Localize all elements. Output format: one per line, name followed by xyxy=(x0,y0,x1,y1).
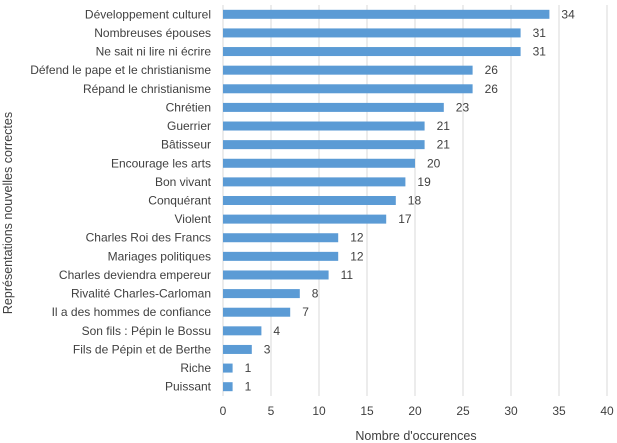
category-label: Chrétien xyxy=(166,100,211,114)
bar xyxy=(223,84,473,94)
value-label: 1 xyxy=(245,380,252,394)
value-label: 7 xyxy=(302,305,309,319)
value-label: 19 xyxy=(417,175,431,189)
category-label: Bâtisseur xyxy=(161,138,211,152)
bar xyxy=(223,326,262,336)
value-label: 23 xyxy=(456,100,470,114)
bar xyxy=(223,196,396,205)
x-tick-label: 10 xyxy=(312,404,326,418)
category-label: Violent xyxy=(175,212,212,226)
bar xyxy=(223,307,291,317)
category-label: Son fils : Pépin le Bossu xyxy=(82,324,211,338)
category-label: Fils de Pépin et de Berthe xyxy=(73,342,211,356)
value-label: 17 xyxy=(398,212,412,226)
bar xyxy=(223,158,415,168)
value-label: 26 xyxy=(485,82,499,96)
value-label: 21 xyxy=(437,138,451,152)
x-tick-label: 30 xyxy=(504,404,518,418)
bar xyxy=(223,177,406,187)
bar xyxy=(223,363,233,373)
value-label: 20 xyxy=(427,156,441,170)
x-tick-labels: 0 5 10 15 20 25 30 35 40 xyxy=(220,404,614,418)
category-label: Développement culturel xyxy=(85,7,211,21)
x-tick-label: 35 xyxy=(552,404,566,418)
category-label: Ne sait ni lire ni écrire xyxy=(96,45,212,59)
bar xyxy=(223,140,425,150)
value-label: 18 xyxy=(408,194,422,208)
x-tick-label: 40 xyxy=(600,404,614,418)
value-label: 26 xyxy=(485,63,499,77)
value-label: 4 xyxy=(273,324,280,338)
category-labels: Développement culturel Nombreuses épouses… xyxy=(30,7,211,393)
value-label: 12 xyxy=(350,231,364,245)
category-label: Encourage les arts xyxy=(111,156,211,170)
bar xyxy=(223,102,444,112)
category-label: Riche xyxy=(180,361,211,375)
x-tick-label: 5 xyxy=(268,404,275,418)
bar xyxy=(223,9,550,19)
value-label: 12 xyxy=(350,249,364,263)
bar xyxy=(223,28,521,38)
value-label: 1 xyxy=(245,361,252,375)
value-label: 21 xyxy=(437,119,451,133)
y-axis-title: Représentations nouvelles correctes xyxy=(1,112,15,314)
bar xyxy=(223,65,473,75)
category-label: Rivalité Charles-Carloman xyxy=(71,287,211,301)
x-tick-label: 0 xyxy=(220,404,227,418)
x-tick-label: 25 xyxy=(456,404,470,418)
value-label: 3 xyxy=(264,342,271,356)
category-label: Charles deviendra empereur xyxy=(59,268,211,282)
bars xyxy=(223,9,550,392)
value-label: 31 xyxy=(533,26,547,40)
category-label: Répand le christianisme xyxy=(83,82,211,96)
value-label: 31 xyxy=(533,45,547,59)
bar xyxy=(223,121,425,131)
category-label: Défend le pape et le christianisme xyxy=(30,63,211,77)
category-label: Guerrier xyxy=(167,119,211,133)
bar xyxy=(223,233,339,243)
value-label: 8 xyxy=(312,287,319,301)
value-label: 34 xyxy=(561,7,575,21)
category-label: Conquérant xyxy=(148,194,211,208)
category-label: Il a des hommes de confiance xyxy=(52,305,212,319)
category-label: Bon vivant xyxy=(155,175,212,189)
category-label: Nombreuses épouses xyxy=(94,26,211,40)
category-label: Charles Roi des Francs xyxy=(86,231,211,245)
bar xyxy=(223,214,387,224)
bar xyxy=(223,382,233,392)
category-label: Mariages politiques xyxy=(108,249,211,263)
x-tick-label: 15 xyxy=(360,404,374,418)
bar xyxy=(223,251,339,261)
category-label: Puissant xyxy=(165,380,212,394)
bar xyxy=(223,289,300,299)
bar xyxy=(223,270,329,280)
bar xyxy=(223,47,521,57)
bar xyxy=(223,344,252,354)
x-tick-label: 20 xyxy=(408,404,422,418)
x-axis-title: Nombre d'occurences xyxy=(355,429,476,443)
value-label: 11 xyxy=(341,268,354,282)
